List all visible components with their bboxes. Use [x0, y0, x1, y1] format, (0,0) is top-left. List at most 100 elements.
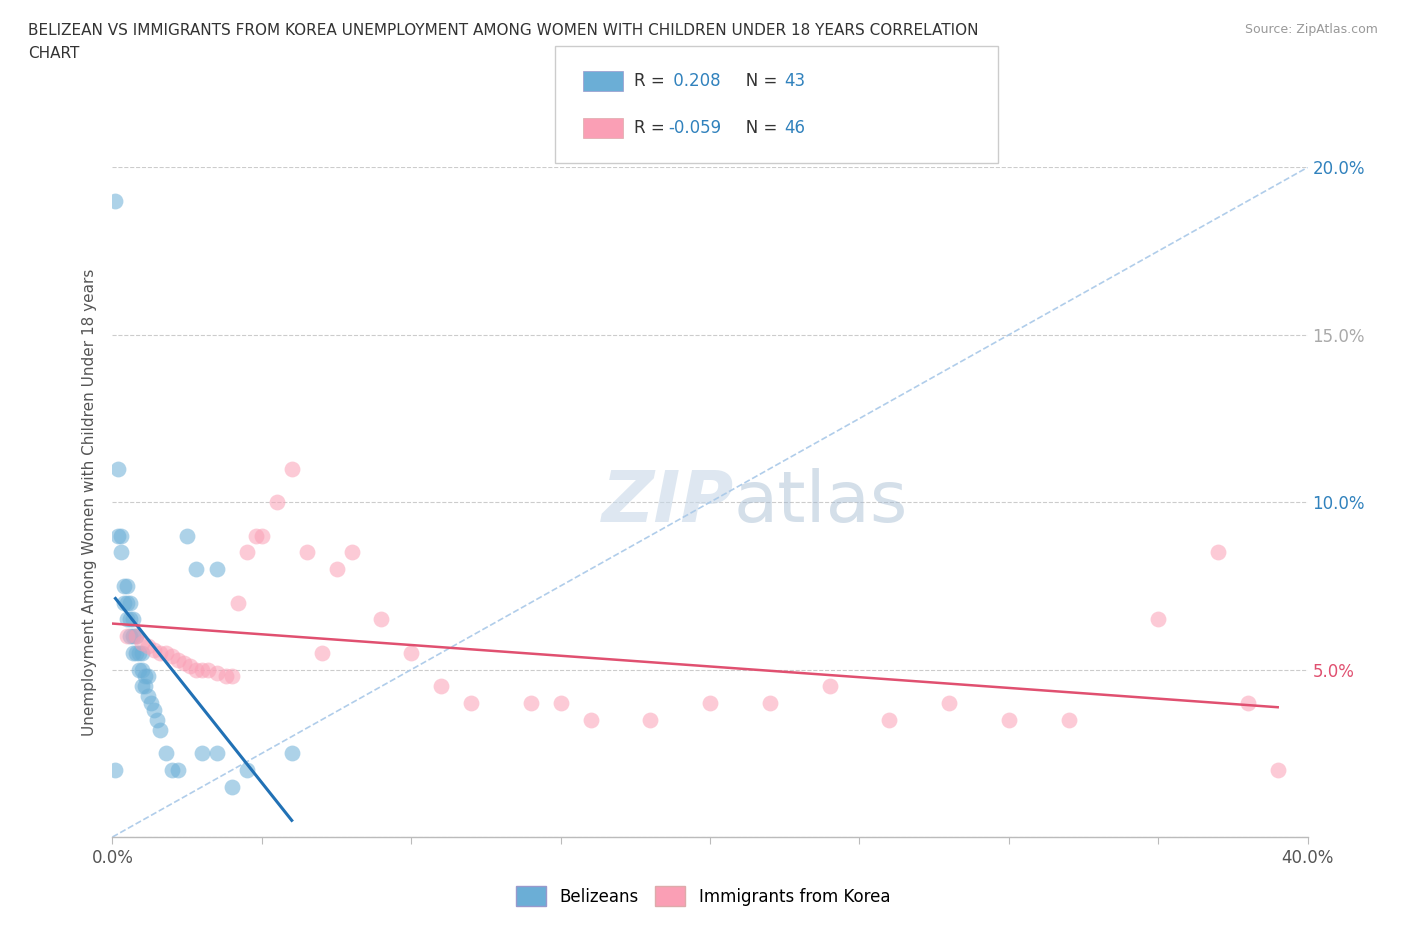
Point — [370, 612, 392, 627]
Point — [117, 595, 139, 610]
Text: CHART: CHART — [28, 46, 80, 61]
Point — [205, 562, 228, 577]
Text: -0.059: -0.059 — [668, 119, 721, 137]
Point — [245, 528, 267, 543]
Point — [122, 645, 145, 660]
Point — [818, 679, 841, 694]
Point — [176, 528, 198, 543]
Point — [205, 666, 228, 681]
Point — [107, 528, 129, 543]
Legend: Belizeans, Immigrants from Korea: Belizeans, Immigrants from Korea — [509, 880, 897, 912]
Text: 0.208: 0.208 — [668, 73, 720, 90]
Point — [638, 712, 662, 727]
Point — [236, 545, 259, 560]
Text: R =: R = — [634, 119, 671, 137]
Point — [1057, 712, 1080, 727]
Point — [128, 662, 150, 677]
Point — [131, 635, 153, 650]
Point — [125, 645, 148, 660]
Point — [141, 696, 163, 711]
Point — [125, 629, 148, 644]
Point — [1237, 696, 1260, 711]
Text: atlas: atlas — [734, 468, 908, 537]
Point — [149, 723, 172, 737]
Point — [104, 193, 127, 208]
Point — [110, 545, 132, 560]
Point — [143, 642, 166, 657]
Point — [550, 696, 572, 711]
Point — [162, 763, 183, 777]
Point — [1267, 763, 1289, 777]
Point — [173, 656, 195, 671]
Point — [117, 578, 139, 593]
Point — [186, 662, 208, 677]
Point — [155, 746, 177, 761]
Point — [311, 645, 333, 660]
Point — [401, 645, 423, 660]
Point — [122, 612, 145, 627]
Point — [520, 696, 543, 711]
Point — [117, 612, 139, 627]
Point — [120, 612, 142, 627]
Point — [186, 562, 208, 577]
Point — [110, 528, 132, 543]
Text: Source: ZipAtlas.com: Source: ZipAtlas.com — [1244, 23, 1378, 36]
Point — [191, 746, 214, 761]
Point — [1147, 612, 1170, 627]
Point — [236, 763, 259, 777]
Point — [250, 528, 273, 543]
Point — [340, 545, 363, 560]
Text: ZIP: ZIP — [602, 468, 734, 537]
Point — [226, 595, 249, 610]
Point — [134, 679, 156, 694]
Point — [120, 595, 142, 610]
Point — [131, 645, 153, 660]
Point — [117, 629, 139, 644]
Point — [128, 645, 150, 660]
Point — [162, 649, 183, 664]
Point — [114, 578, 135, 593]
Text: BELIZEAN VS IMMIGRANTS FROM KOREA UNEMPLOYMENT AMONG WOMEN WITH CHILDREN UNDER 1: BELIZEAN VS IMMIGRANTS FROM KOREA UNEMPL… — [28, 23, 979, 38]
Text: 43: 43 — [785, 73, 806, 90]
Text: R =: R = — [634, 73, 671, 90]
Point — [998, 712, 1021, 727]
Y-axis label: Unemployment Among Women with Children Under 18 years: Unemployment Among Women with Children U… — [82, 269, 97, 736]
Point — [131, 662, 153, 677]
Point — [146, 712, 169, 727]
Point — [460, 696, 482, 711]
Point — [1206, 545, 1229, 560]
Point — [699, 696, 721, 711]
Point — [266, 495, 288, 510]
Point — [430, 679, 453, 694]
Point — [205, 746, 228, 761]
Point — [104, 763, 127, 777]
Point — [120, 629, 142, 644]
Point — [759, 696, 782, 711]
Point — [149, 645, 172, 660]
Point — [125, 629, 148, 644]
Point — [131, 679, 153, 694]
Point — [114, 595, 135, 610]
Point — [281, 746, 304, 761]
Point — [221, 779, 243, 794]
Point — [167, 763, 190, 777]
Text: N =: N = — [730, 73, 782, 90]
Point — [877, 712, 901, 727]
Point — [107, 461, 129, 476]
Text: 46: 46 — [785, 119, 806, 137]
Point — [215, 669, 238, 684]
Point — [138, 669, 160, 684]
Point — [197, 662, 219, 677]
Point — [295, 545, 318, 560]
Point — [325, 562, 347, 577]
Point — [167, 652, 190, 667]
Point — [138, 689, 160, 704]
Text: N =: N = — [730, 119, 782, 137]
Point — [179, 658, 201, 673]
Point — [221, 669, 243, 684]
Point — [191, 662, 214, 677]
Point — [155, 645, 177, 660]
Point — [134, 669, 156, 684]
Point — [579, 712, 602, 727]
Point — [281, 461, 304, 476]
